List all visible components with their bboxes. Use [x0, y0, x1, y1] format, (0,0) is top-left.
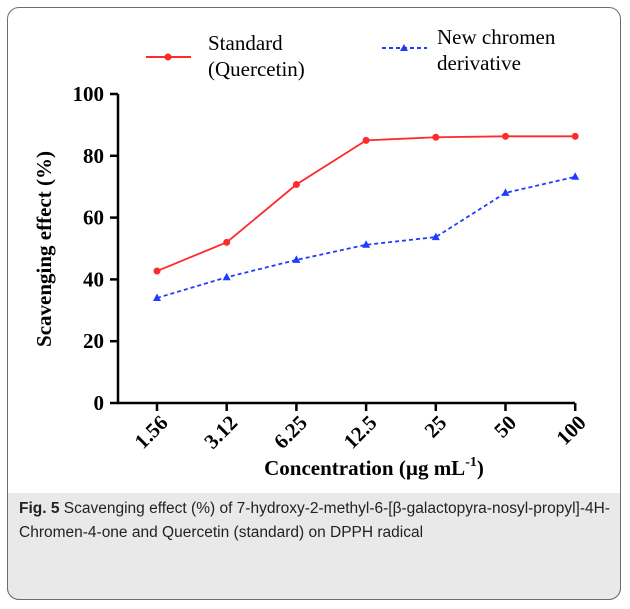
x-axis-title-main: Concentration (µg mL: [264, 456, 465, 480]
data-point-series-0: [153, 267, 161, 275]
y-tick-label: 80: [83, 144, 104, 168]
data-point-series-0: [362, 136, 370, 144]
legend-marker-new-chromen: [400, 44, 408, 51]
data-point-series-1: [362, 240, 371, 248]
caption-band: [7, 493, 621, 600]
y-tick-label: 100: [73, 82, 105, 106]
data-point-series-1: [292, 255, 301, 263]
x-axis-title: Concentration (µg mL-1): [264, 455, 484, 480]
data-point-series-1: [431, 232, 440, 241]
legend: Standard (Quercetin) New chromen derivat…: [146, 25, 556, 81]
figure-caption: Fig. 5 Scavenging effect (%) of 7-hydrox…: [19, 497, 611, 545]
x-axis-title-end: ): [477, 456, 484, 480]
series-line-0: [156, 135, 576, 272]
x-tick-label: 6.25: [269, 411, 312, 454]
caption-text: Scavenging effect (%) of 7-hydroxy-2-met…: [19, 500, 610, 541]
data-point-series-0: [292, 181, 300, 189]
legend-marker-standard: [164, 53, 172, 61]
data-point-series-0: [571, 132, 579, 140]
data-point-series-1: [571, 172, 580, 180]
y-axis-title: Scavenging effect (%): [32, 151, 56, 347]
data-point-series-1: [153, 293, 161, 301]
y-tick-label: 40: [83, 267, 104, 291]
y-tick-label: 60: [83, 206, 104, 230]
y-tick-label: 0: [94, 391, 105, 415]
chart: Standard (Quercetin) New chromen derivat…: [32, 25, 591, 480]
legend-label-standard-line2: (Quercetin): [208, 57, 305, 81]
data-point-series-0: [502, 132, 509, 140]
x-tick-label: 50: [489, 411, 521, 443]
data-point-series-0: [432, 133, 440, 141]
series-line-1: [156, 175, 576, 299]
caption-fig-label: Fig. 5: [19, 500, 60, 517]
x-tick-label: 12.5: [339, 411, 382, 454]
y-tick-label: 20: [83, 329, 104, 353]
x-tick-label: 25: [420, 411, 452, 443]
x-tick-label: 3.12: [199, 411, 242, 454]
data-point-series-1: [501, 188, 510, 196]
x-axis-title-superscript: -1: [465, 455, 477, 470]
x-tick-label: 1.56: [130, 411, 173, 454]
legend-label-new-chromen-line2: derivative: [437, 51, 521, 75]
x-tick-label: 100: [551, 411, 590, 450]
x-ticks: 1.56 3.12 6.25 12.5 25 50 100: [130, 403, 591, 454]
legend-label-standard-line1: Standard: [208, 31, 283, 55]
data-point-series-1: [222, 272, 231, 281]
data-point-series-0: [223, 238, 231, 246]
legend-label-new-chromen-line1: New chromen: [437, 25, 556, 49]
y-ticks: 0 20 40 60 80 100: [73, 82, 118, 415]
series-layer: [153, 132, 580, 301]
